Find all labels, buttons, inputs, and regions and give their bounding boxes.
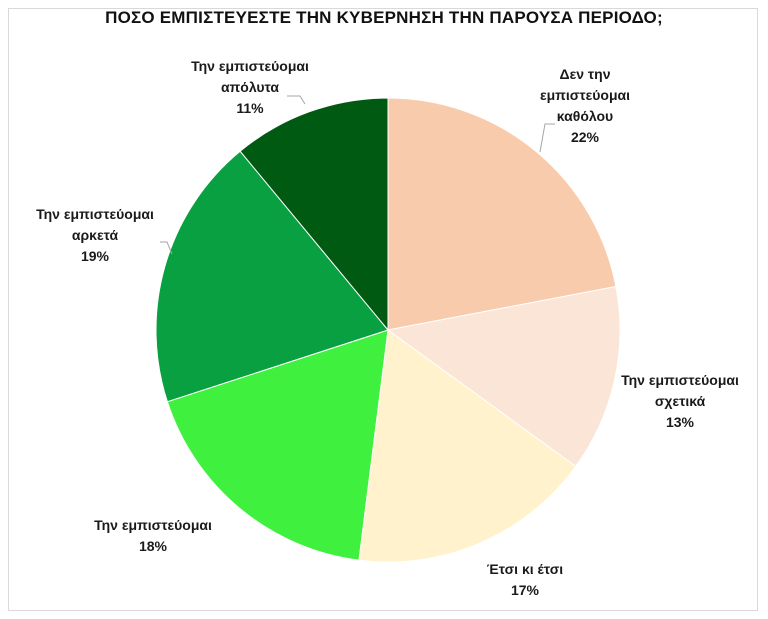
data-label-3: Έτσι κι έτσι 17% [487,561,563,598]
leader-line-5 [160,241,173,255]
chart-title: ΠΟΣΟ ΕΜΠΙΣΤΕΥΕΣΤΕ ΤΗΝ ΚΥΒΕΡΝΗΣΗ ΤΗΝ ΠΑΡΟ… [105,8,663,27]
leader-line-1 [539,123,555,153]
pie-slice-5 [155,150,389,403]
data-label-4: Την εμπιστεύομαι 18% [94,517,212,554]
pie-slice-2 [386,285,621,468]
pie-slice-6 [239,97,389,332]
pie-slice-3 [358,329,577,563]
pie-slice-1 [387,97,617,331]
pie-slice-4 [166,329,389,561]
leader-line-6 [287,95,306,105]
data-label-2: Την εμπιστεύομαι σχετικά 13% [621,372,739,430]
data-label-6: Την εμπιστεύομαι απόλυτα 11% [191,58,309,116]
data-label-1: Δεν την εμπιστεύομαι καθόλου 22% [540,66,630,145]
data-label-5: Την εμπιστεύομαι αρκετά 19% [36,206,154,264]
